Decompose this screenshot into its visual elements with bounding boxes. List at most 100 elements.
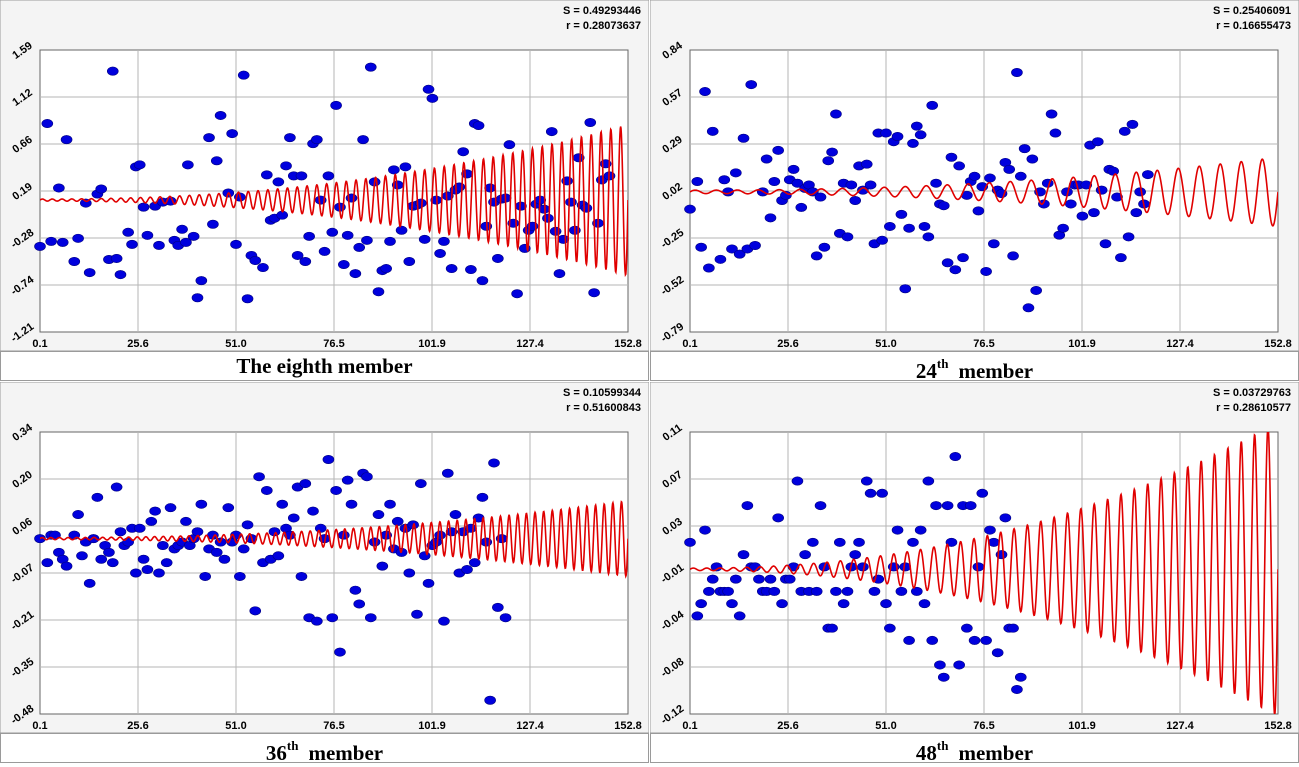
data-point (845, 180, 858, 190)
data-point (718, 175, 731, 185)
data-point (418, 551, 431, 561)
data-point (1134, 187, 1146, 197)
data-point (783, 574, 796, 584)
data-point (472, 121, 485, 131)
x-tick-label: 25.6 (127, 720, 148, 732)
data-point (56, 237, 69, 247)
data-point (422, 84, 435, 94)
data-point (795, 202, 808, 212)
data-point (272, 177, 285, 187)
data-point (122, 227, 134, 237)
data-point (364, 62, 377, 72)
data-point (157, 540, 169, 550)
data-point (476, 492, 489, 502)
data-point (484, 695, 496, 705)
data-point (984, 173, 996, 183)
data-point (218, 554, 231, 564)
x-tick-label: 152.8 (614, 720, 642, 732)
fit-line (40, 126, 628, 278)
data-point (257, 263, 269, 273)
x-tick-label: 76.5 (323, 338, 344, 350)
data-point (980, 266, 992, 276)
data-point (341, 230, 354, 240)
data-point (182, 160, 194, 170)
caption-superscript: th (286, 738, 299, 753)
data-point (53, 183, 65, 193)
data-point (922, 232, 935, 242)
x-tick-label: 51.0 (225, 338, 246, 350)
data-point (415, 479, 427, 489)
data-point (764, 213, 777, 223)
data-point (841, 586, 854, 596)
x-tick-label: 101.9 (418, 720, 446, 732)
data-point (822, 156, 835, 166)
data-point (922, 476, 935, 486)
caption-main: 24 (915, 359, 937, 383)
caption-main: 36 (265, 741, 287, 765)
data-point (726, 599, 738, 609)
data-point (345, 499, 358, 509)
stat-s-value: S = 0.03729763 (1213, 387, 1291, 399)
x-tick-label: 127.4 (1166, 338, 1194, 350)
data-point (126, 239, 138, 249)
data-point (318, 246, 331, 256)
x-tick-label: 51.0 (875, 338, 896, 350)
data-point (457, 147, 469, 157)
data-point (930, 501, 942, 511)
data-point (907, 537, 919, 547)
data-point (934, 660, 946, 670)
data-point (864, 488, 877, 498)
scatter-plot: 0.1 25.6 51.0 76.5 101.9 127.4 152.80.840.570.… (650, 0, 1299, 351)
data-point (961, 623, 973, 633)
data-point (699, 525, 711, 535)
data-point (299, 479, 312, 489)
data-point (399, 162, 412, 172)
data-point (930, 178, 942, 188)
data-point (222, 503, 235, 513)
data-point (372, 287, 385, 297)
data-point (1126, 119, 1139, 129)
data-point (557, 234, 570, 244)
data-point (1118, 126, 1131, 136)
data-point (984, 525, 996, 535)
data-point (91, 492, 104, 502)
data-point (737, 550, 750, 560)
data-point (403, 256, 416, 266)
data-point (899, 284, 912, 294)
x-tick-label: 25.6 (777, 720, 798, 732)
data-point (164, 503, 177, 513)
data-point (261, 485, 273, 495)
data-point (295, 171, 308, 181)
data-point (191, 527, 204, 537)
data-point (72, 233, 84, 243)
data-point (953, 660, 965, 670)
scatter-plot: 0.1 25.6 51.0 76.5 101.9 127.4 152.81.591.120.… (0, 0, 649, 351)
data-point (307, 506, 319, 516)
data-point (976, 488, 989, 498)
data-point (880, 128, 892, 138)
data-point (395, 225, 408, 235)
data-point (907, 138, 919, 148)
data-point (695, 242, 707, 252)
data-point (791, 178, 804, 188)
data-point (895, 209, 908, 219)
data-point (426, 93, 439, 103)
data-point (768, 176, 781, 186)
x-tick-label: 0.1 (32, 338, 47, 350)
data-point (261, 170, 273, 180)
data-point (330, 485, 342, 495)
data-point (830, 109, 842, 119)
chart-caption: 24th member (650, 351, 1299, 383)
data-point (807, 537, 819, 547)
data-point (714, 254, 727, 264)
x-tick-label: 76.5 (973, 338, 994, 350)
data-point (338, 260, 350, 270)
data-point (937, 201, 950, 211)
data-point (372, 510, 385, 520)
data-point (868, 586, 881, 596)
data-point (703, 586, 715, 596)
data-point (918, 599, 931, 609)
data-point (972, 206, 985, 216)
data-point (876, 235, 888, 245)
data-point (145, 516, 158, 526)
